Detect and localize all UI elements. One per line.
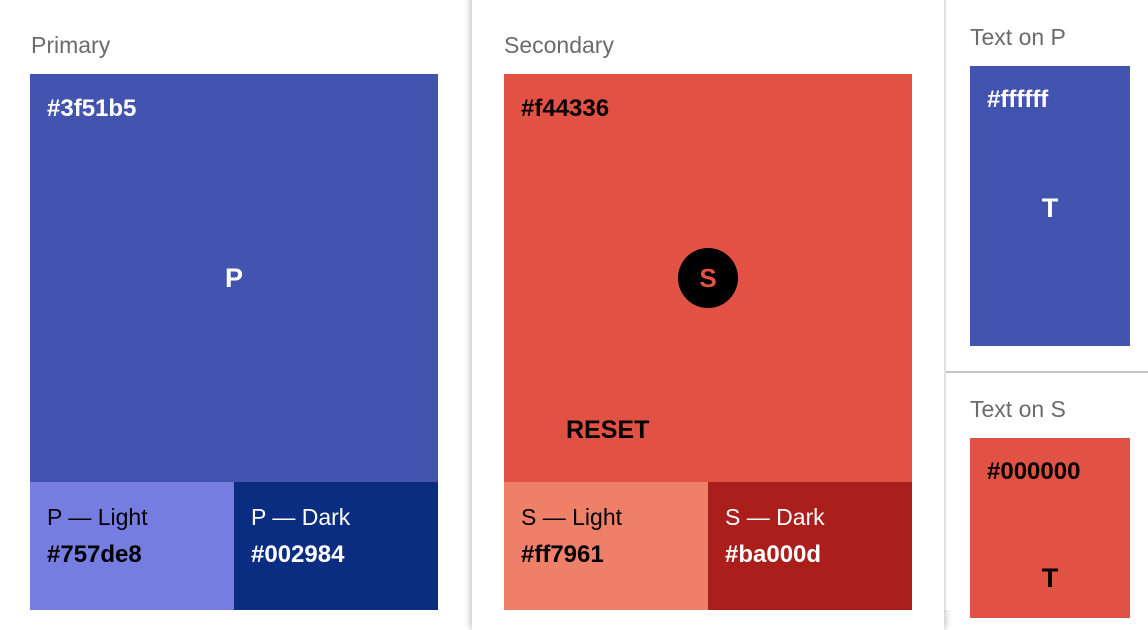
text-on-p-hex: #ffffff [987,86,1049,113]
primary-light-hex: #757de8 [47,541,142,568]
text-on-p-title: Text on P [970,24,1066,50]
secondary-swatch[interactable]: #f44336 S RESET [504,74,912,482]
divider [946,371,1148,373]
secondary-dark-hex: #ba000d [725,541,822,568]
secondary-dark-label: S — Dark [725,504,825,530]
secondary-light-label: S — Light [521,504,622,530]
primary-title: Primary [31,32,111,58]
primary-dark-label: P — Dark [251,504,351,530]
primary-light-label: P — Light [47,504,148,530]
secondary-hex: #f44336 [521,95,610,122]
reset-button[interactable]: RESET [566,416,650,444]
text-on-s-swatch[interactable]: #000000 T [970,438,1130,618]
text-on-p-swatch[interactable]: #ffffff T [970,66,1130,346]
text-on-s-letter: T [1041,562,1059,593]
primary-dark-hex: #002984 [251,541,345,568]
text-on-s-title: Text on S [970,396,1066,422]
secondary-dark-swatch[interactable]: S — Dark #ba000d [708,482,912,610]
secondary-light-swatch[interactable]: S — Light #ff7961 [504,482,708,610]
primary-light-swatch[interactable]: P — Light #757de8 [30,482,234,610]
text-on-s-hex: #000000 [987,458,1081,485]
primary-letter: P [224,262,243,293]
column-divider [944,0,946,610]
primary-swatch[interactable]: #3f51b5 P [30,74,438,482]
primary-hex: #3f51b5 [47,95,137,122]
text-on-p-letter: T [1041,192,1059,223]
secondary-light-hex: #ff7961 [521,541,604,568]
primary-dark-swatch[interactable]: P — Dark #002984 [234,482,438,610]
secondary-title: Secondary [504,32,614,58]
secondary-fab[interactable]: S [678,248,738,308]
text-colors-panel: Text on P #ffffff T Text on S #000000 T [946,0,1148,618]
